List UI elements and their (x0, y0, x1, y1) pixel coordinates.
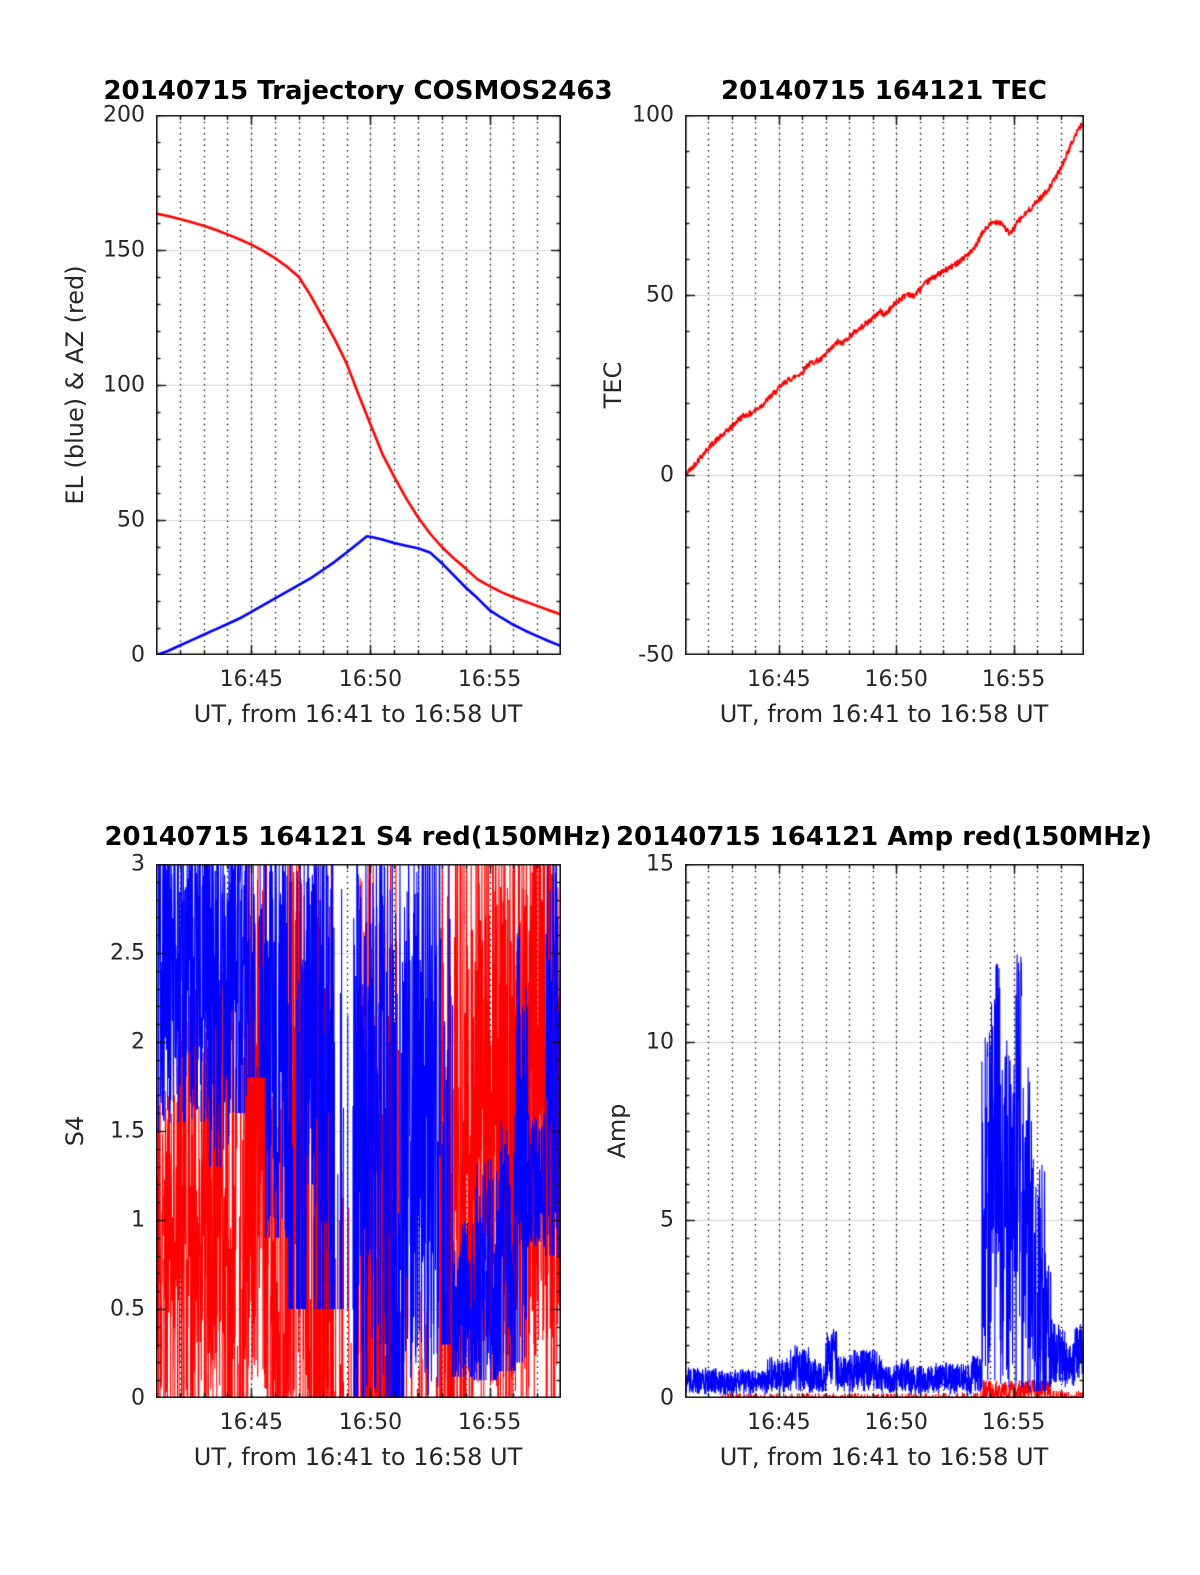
y-tick-label: 50 (646, 282, 674, 308)
y-tick-label: 0 (131, 642, 145, 668)
y-axis-label: S4 (61, 1115, 89, 1147)
y-tick-label: -50 (638, 642, 674, 668)
plot-canvas (156, 864, 561, 1398)
y-tick-label: 5 (660, 1207, 674, 1233)
x-axis-label: UT, from 16:41 to 16:58 UT (719, 700, 1049, 728)
x-axis-label: UT, from 16:41 to 16:58 UT (719, 1443, 1049, 1471)
plot-title: 20140715 164121 Amp red(150MHz) (615, 822, 1153, 852)
y-axis-label: TEC (599, 361, 627, 409)
y-axis-label: Amp (603, 1103, 631, 1159)
y-tick-label: 15 (646, 851, 674, 877)
plot-title: 20140715 164121 TEC (721, 76, 1047, 106)
plot-canvas (156, 115, 561, 655)
plot-canvas (685, 864, 1084, 1398)
y-tick-label: 2 (131, 1029, 145, 1055)
x-tick-label: 16:55 (457, 1410, 522, 1435)
x-tick-label: 16:55 (981, 667, 1046, 692)
x-tick-label: 16:55 (981, 1410, 1046, 1435)
plot-canvas (685, 115, 1084, 655)
x-tick-label: 16:45 (747, 1410, 811, 1435)
x-tick-label: 16:45 (219, 667, 283, 692)
x-tick-label: 16:45 (219, 1410, 283, 1435)
y-tick-label: 0 (660, 1385, 674, 1411)
x-tick-label: 16:45 (747, 667, 811, 692)
y-tick-label: 0 (660, 462, 674, 488)
x-axis-label: UT, from 16:41 to 16:58 UT (193, 700, 523, 728)
y-tick-label: 0.5 (110, 1296, 145, 1322)
y-tick-label: 10 (646, 1029, 674, 1055)
x-axis-label: UT, from 16:41 to 16:58 UT (193, 1443, 523, 1471)
x-tick-label: 16:55 (457, 667, 522, 692)
y-tick-label: 50 (117, 507, 145, 533)
x-tick-label: 16:50 (864, 667, 928, 692)
x-tick-label: 16:50 (338, 1410, 403, 1435)
plot-title: 20140715 164121 S4 red(150MHz) (104, 822, 612, 852)
y-tick-label: 2.5 (110, 940, 145, 966)
y-tick-label: 1.5 (110, 1118, 145, 1144)
y-tick-label: 150 (103, 237, 145, 263)
y-tick-label: 100 (103, 372, 145, 398)
y-tick-label: 1 (131, 1207, 145, 1233)
x-tick-label: 16:50 (864, 1410, 928, 1435)
y-axis-label: EL (blue) & AZ (red) (61, 265, 89, 505)
x-tick-label: 16:50 (338, 667, 403, 692)
y-tick-label: 100 (632, 102, 674, 128)
y-tick-label: 3 (131, 851, 145, 877)
y-tick-label: 0 (131, 1385, 145, 1411)
plot-title: 20140715 Trajectory COSMOS2463 (103, 76, 613, 106)
y-tick-label: 200 (103, 102, 145, 128)
